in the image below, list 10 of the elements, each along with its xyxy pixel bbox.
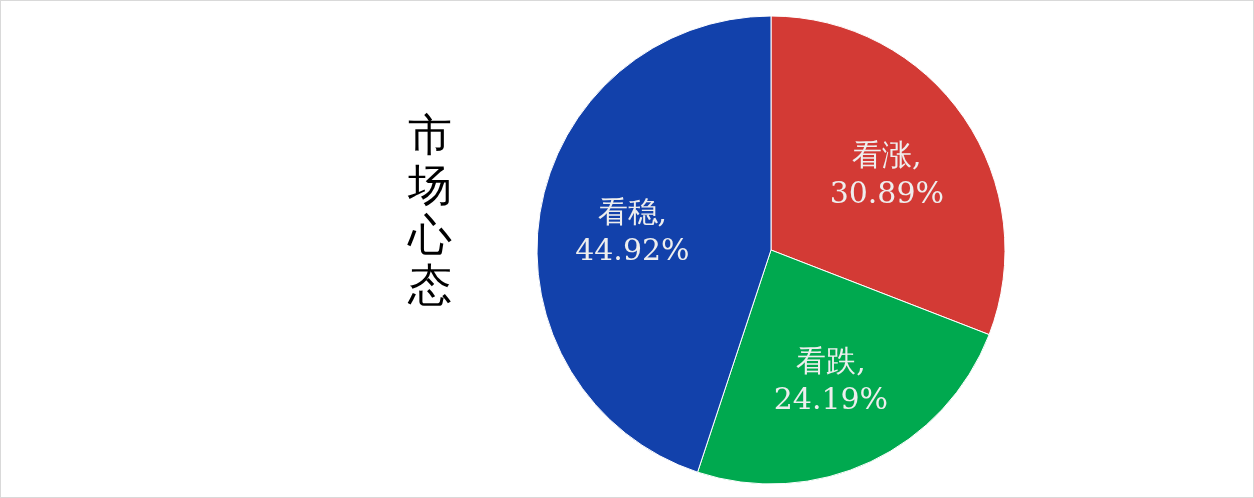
slice-label: 看跌 [796, 342, 857, 378]
slice-label: 看稳 [597, 193, 658, 229]
text: 44.92% [575, 231, 690, 267]
text: 24.19% [773, 380, 889, 416]
text: 30.89% [829, 174, 945, 210]
slice-label: 看涨 [852, 136, 913, 172]
title: 市场心态 [408, 109, 452, 310]
separator: , [912, 136, 922, 172]
separator: , [657, 193, 668, 229]
separator: , [856, 343, 866, 378]
